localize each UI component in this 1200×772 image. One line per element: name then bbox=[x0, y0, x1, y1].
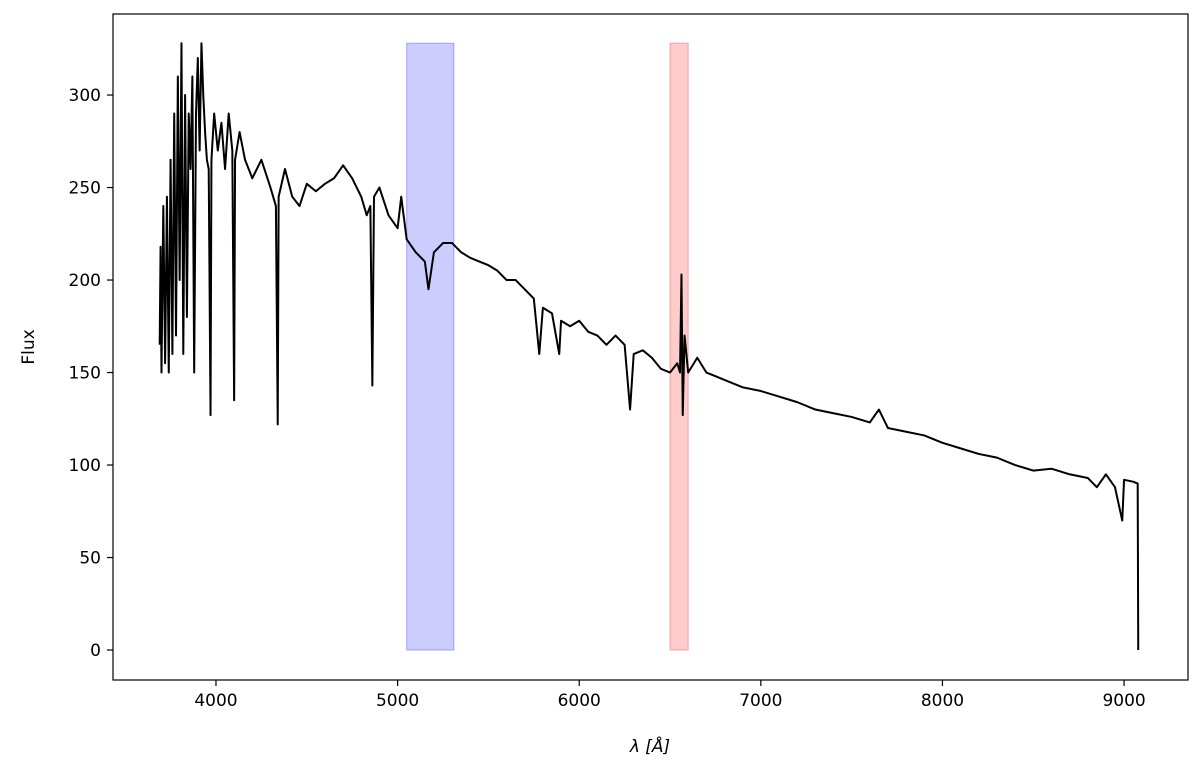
x-axis-label: λ [Å] bbox=[629, 735, 670, 757]
x-tick-label: 9000 bbox=[1102, 691, 1145, 711]
y-axis-label: Flux bbox=[19, 329, 39, 364]
x-tick-label: 7000 bbox=[739, 691, 782, 711]
highlight-band bbox=[406, 42, 455, 651]
y-tick-label: 250 bbox=[69, 179, 101, 199]
x-tick-label: 4000 bbox=[194, 691, 237, 711]
y-tick-label: 100 bbox=[69, 456, 101, 476]
highlight-band bbox=[669, 42, 689, 651]
x-tick-label: 8000 bbox=[921, 691, 964, 711]
x-tick-label: 5000 bbox=[376, 691, 419, 711]
y-tick-label: 50 bbox=[79, 549, 101, 569]
y-tick-label: 150 bbox=[69, 364, 101, 384]
y-tick-label: 200 bbox=[69, 271, 101, 291]
x-tick-label: 6000 bbox=[558, 691, 601, 711]
spectrum-line bbox=[158, 42, 1140, 651]
y-tick-label: 0 bbox=[90, 641, 101, 661]
axes-frame bbox=[112, 13, 1189, 681]
y-tick-label: 300 bbox=[69, 86, 101, 106]
